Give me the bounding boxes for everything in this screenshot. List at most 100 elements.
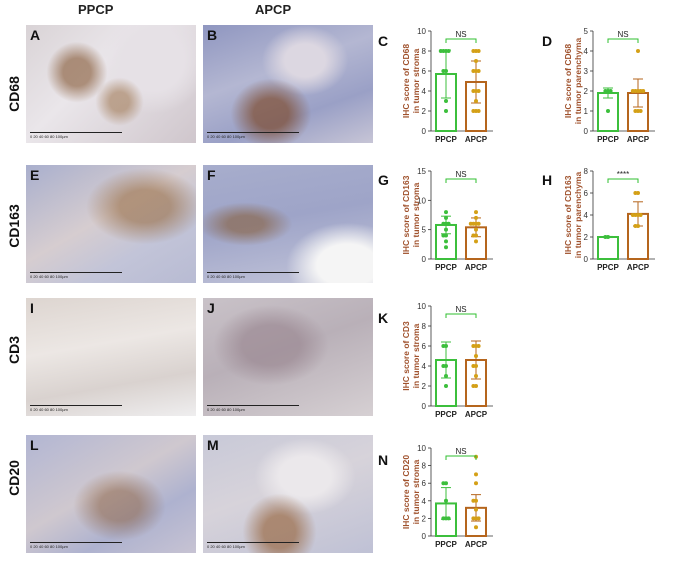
y-axis-label-line: in tumor parenchyma [573, 37, 583, 125]
y-tick-label: 6 [422, 479, 427, 488]
data-point [474, 99, 478, 103]
data-point [641, 89, 646, 93]
significance-bracket [607, 178, 639, 183]
y-tick-label: 8 [584, 167, 589, 176]
significance-bracket [445, 38, 477, 43]
x-tick-label: APCP [627, 135, 650, 144]
data-point [444, 210, 448, 215]
y-tick-label: 8 [422, 322, 427, 331]
y-tick-label: 2 [584, 87, 589, 96]
significance-bracket [445, 455, 477, 460]
column-header-apcp: APCP [255, 2, 292, 17]
micrograph-l: L 0 20 40 60 80 100µm [26, 435, 196, 553]
y-tick-label: 8 [422, 462, 427, 471]
y-tick-label: 10 [417, 196, 426, 205]
y-tick-label: 0 [422, 402, 427, 411]
y-tick-label: 1 [584, 107, 589, 116]
y-tick-label: 6 [422, 342, 427, 351]
panel-label: F [207, 167, 216, 183]
micrograph-m: M 0 20 40 60 80 100µm [203, 435, 373, 553]
y-tick-label: 2 [422, 382, 427, 391]
data-point [474, 472, 478, 477]
x-tick-label: PPCP [597, 135, 619, 144]
chart-d: 0 1 2 3 4 5 PPCP APCP NS [584, 27, 655, 144]
data-point [603, 89, 608, 93]
y-tick-label: 0 [584, 255, 589, 264]
y-axis-label: IHC score of CD163 in tumor stroma [401, 160, 421, 270]
scale-bar: 0 20 40 60 80 100µm [30, 272, 122, 279]
data-point [476, 109, 481, 113]
data-point [636, 49, 640, 53]
y-tick-label: 4 [584, 47, 589, 56]
chart-letter-n: N [378, 452, 389, 468]
row-label-cd3: CD3 [6, 336, 22, 365]
y-axis-label-line: in tumor stroma [411, 459, 421, 525]
y-axis-label-line: in tumor parenchyma [573, 171, 583, 259]
data-point [446, 221, 451, 226]
data-point [471, 516, 476, 521]
row-label-cd20: CD20 [6, 460, 22, 496]
data-point [638, 109, 643, 113]
data-point [444, 374, 448, 378]
data-point [444, 384, 448, 388]
x-tick-label: APCP [465, 410, 488, 419]
y-tick-label: 0 [584, 127, 589, 136]
scale-bar: 0 20 40 60 80 100µm [207, 405, 299, 412]
chart-letter-k: K [378, 310, 389, 326]
y-axis-label-line: IHC score of CD163 [401, 175, 411, 255]
data-point [474, 210, 478, 215]
scale-bar: 0 20 40 60 80 100µm [30, 542, 122, 549]
data-point [444, 498, 448, 503]
x-tick-label: APCP [465, 263, 488, 272]
data-point [444, 99, 448, 103]
y-tick-label: 4 [422, 87, 427, 96]
significance-label: **** [617, 170, 629, 179]
tissue-texture [26, 25, 196, 143]
data-point [441, 233, 446, 238]
chart-h: 0 2 4 6 8 PPCP APCP **** [584, 167, 655, 272]
significance-label: NS [617, 30, 628, 39]
data-point [441, 516, 446, 521]
y-tick-label: 0 [422, 532, 427, 541]
y-axis-label-line: IHC score of CD163 [563, 175, 573, 255]
data-point [474, 59, 478, 63]
data-point [441, 481, 446, 486]
data-point [476, 69, 481, 73]
tissue-texture [203, 165, 373, 283]
micrograph-a: A 0 20 40 60 80 100µm [26, 25, 196, 143]
data-point [446, 516, 451, 521]
y-axis-label: IHC score of CD20 in tumor stroma [401, 437, 421, 547]
data-point [471, 498, 476, 503]
significance-label: NS [455, 170, 466, 179]
row-label-cd68: CD68 [6, 76, 22, 112]
x-tick-label: PPCP [435, 410, 457, 419]
y-axis-label-line: in tumor stroma [411, 182, 421, 248]
data-point [474, 374, 478, 378]
data-point [474, 354, 478, 358]
chart-g: 0 5 10 15 PPCP APCP NS [417, 167, 493, 272]
data-point [444, 245, 448, 250]
data-point [606, 109, 610, 113]
data-point [444, 239, 448, 244]
data-point [471, 109, 476, 113]
data-point [633, 191, 638, 195]
y-axis-label: IHC score of CD68 in tumor stroma [401, 26, 421, 136]
x-tick-label: PPCP [435, 135, 457, 144]
data-point [630, 89, 635, 93]
data-point [441, 69, 446, 73]
panel-label: E [30, 167, 40, 183]
data-point [476, 344, 481, 348]
data-point [474, 215, 478, 220]
data-point [471, 384, 476, 388]
y-tick-label: 8 [422, 47, 427, 56]
y-axis-label-line: IHC score of CD68 [563, 43, 573, 119]
tissue-texture [203, 435, 373, 553]
data-point [471, 49, 476, 53]
scale-bar: 0 20 40 60 80 100µm [30, 132, 122, 139]
data-point [638, 213, 643, 217]
data-point [444, 109, 448, 113]
scale-bar: 0 20 40 60 80 100µm [30, 405, 122, 412]
data-point [474, 525, 478, 530]
x-tick-label: PPCP [597, 263, 619, 272]
data-point [471, 344, 476, 348]
